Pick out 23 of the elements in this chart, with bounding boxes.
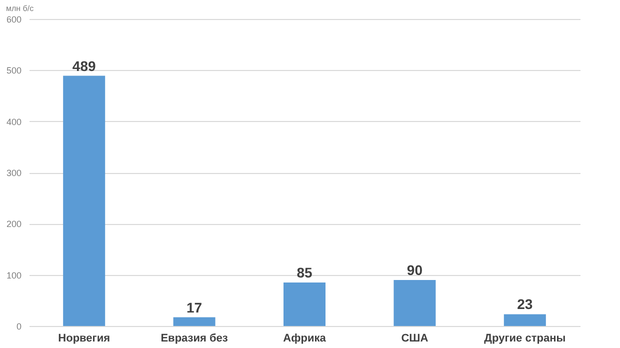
y-tick-label: 0: [16, 322, 22, 332]
x-tick-label: Африка: [283, 332, 327, 344]
y-tick-label: 400: [6, 116, 22, 127]
data-label: 17: [186, 299, 202, 316]
y-tick-label: 600: [6, 14, 22, 24]
data-label: 85: [296, 264, 312, 281]
x-tick-label: Другие страны: [484, 332, 566, 344]
bar: [284, 282, 326, 326]
x-tick-label: Евразия без: [160, 332, 228, 344]
data-label: 489: [72, 58, 96, 74]
data-label: 23: [517, 296, 533, 312]
x-tick-label: Норвегия: [58, 332, 110, 344]
bar: [173, 317, 216, 326]
y-tick-label: 300: [6, 168, 22, 178]
y-tick-label: 200: [6, 219, 22, 230]
bar: [63, 76, 106, 326]
data-label: 90: [406, 262, 423, 278]
y-tick-label: 100: [6, 270, 22, 280]
y-tick-label: 500: [6, 66, 22, 76]
x-tick-label: США: [401, 332, 428, 344]
bar: [504, 314, 546, 326]
bar: [394, 280, 436, 326]
y-axis-title: млн б/с: [6, 4, 34, 13]
